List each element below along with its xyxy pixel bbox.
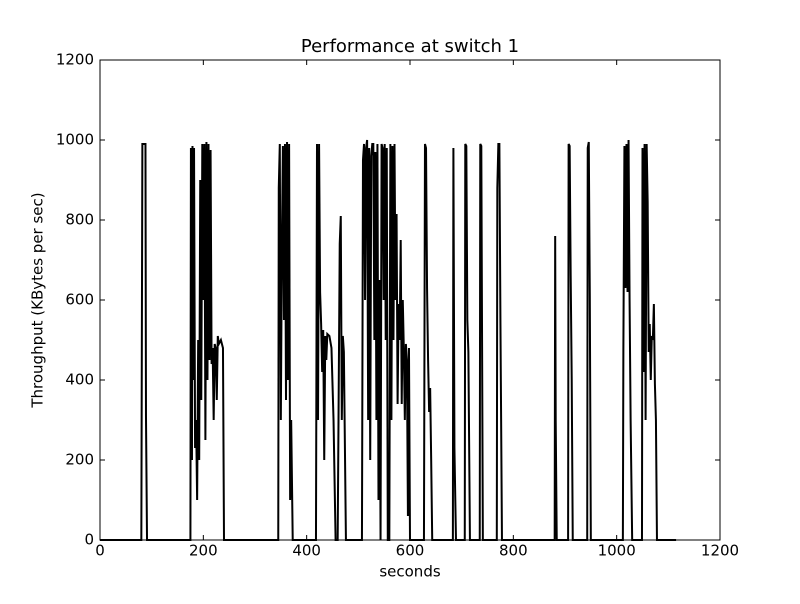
x-tick-label: 600 (396, 542, 425, 560)
y-tick-label: 400 (65, 371, 94, 389)
x-tick-label: 400 (292, 542, 321, 560)
x-tick-label: 0 (95, 542, 105, 560)
y-axis-label: Throughput (KBytes per sec) (29, 192, 47, 408)
y-tick-label: 600 (65, 291, 94, 309)
y-tick-label: 800 (65, 211, 94, 229)
x-tick-label: 1000 (598, 542, 636, 560)
x-tick-label: 200 (189, 542, 218, 560)
y-tick-label: 1200 (56, 51, 94, 69)
x-tick-label: 1200 (701, 542, 739, 560)
chart-title: Performance at switch 1 (301, 36, 519, 57)
y-tick-label: 200 (65, 451, 94, 469)
x-axis-label: seconds (379, 563, 440, 581)
y-tick-label: 1000 (56, 131, 94, 149)
y-tick-label: 0 (84, 531, 94, 549)
x-tick-label: 800 (499, 542, 528, 560)
